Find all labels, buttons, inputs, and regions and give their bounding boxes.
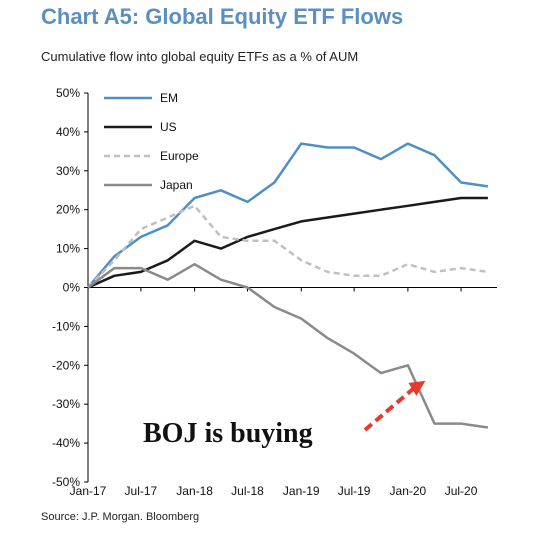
x-tick-label: Jan-18	[176, 484, 213, 498]
x-tick-label: Jul-20	[445, 484, 478, 498]
chart-source: Source: J.P. Morgan. Bloomberg	[41, 511, 200, 523]
y-tick-label: 10%	[56, 242, 80, 256]
annotation-text: BOJ is buying	[143, 418, 313, 449]
y-tick-label: -50%	[52, 475, 80, 489]
x-tick-label: Jan-19	[283, 484, 320, 498]
x-tick-label: Jul-17	[125, 484, 158, 498]
legend-label-em: EM	[160, 91, 178, 105]
chart-title: Chart A5: Global Equity ETF Flows	[41, 4, 404, 29]
y-tick-label: 40%	[56, 125, 80, 139]
y-tick-label: 30%	[56, 164, 80, 178]
annotation-arrow-head	[408, 380, 426, 396]
y-tick-label: 20%	[56, 203, 80, 217]
legend-label-japan: Japan	[160, 178, 193, 192]
y-tick-label: 0%	[63, 281, 81, 295]
y-tick-label: 50%	[56, 86, 80, 100]
x-tick-label: Jul-18	[231, 484, 264, 498]
series-line-europe	[87, 204, 489, 289]
legend-label-europe: Europe	[160, 149, 199, 163]
legend-label-us: US	[160, 120, 177, 134]
annotation-arrow-shaft	[363, 385, 417, 432]
x-tick-label: Jul-19	[338, 484, 371, 498]
y-tick-label: -30%	[52, 397, 80, 411]
x-tick-label: Jan-20	[390, 484, 427, 498]
series-line-em	[87, 142, 489, 289]
y-tick-label: -10%	[52, 319, 80, 333]
y-tick-label: -20%	[52, 358, 80, 372]
x-tick-label: Jan-17	[70, 484, 107, 498]
series-line-us	[87, 196, 488, 289]
chart-subtitle: Cumulative flow into global equity ETFs …	[41, 49, 359, 64]
series-line-japan	[87, 262, 489, 429]
y-tick-label: -40%	[52, 436, 80, 450]
